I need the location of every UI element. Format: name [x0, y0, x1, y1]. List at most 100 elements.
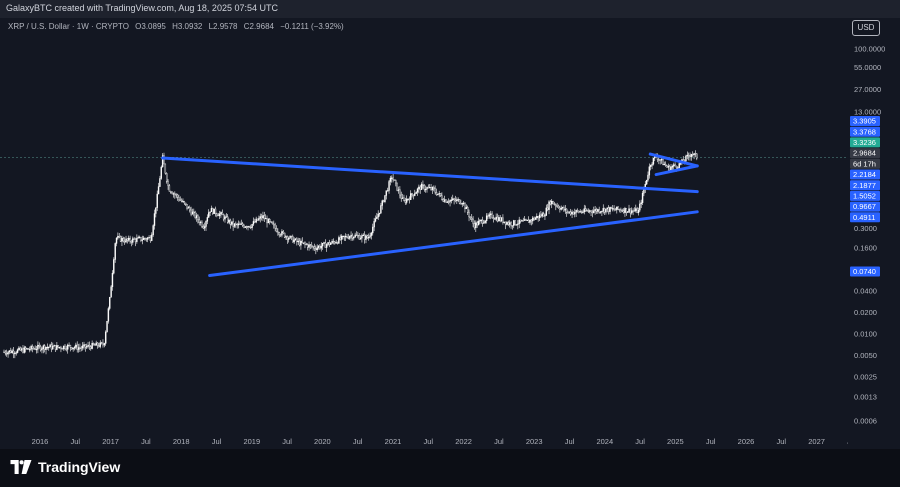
legend-symbol[interactable]: XRP / U.S. Dollar · 1W · CRYPTO [8, 22, 129, 31]
candle-body [495, 216, 497, 220]
candle-body [424, 188, 427, 191]
candle-body [548, 201, 550, 210]
candle-body [607, 207, 610, 212]
candle-body [296, 238, 298, 243]
candle-body [10, 350, 12, 354]
candle-body [163, 155, 165, 165]
candle-body [297, 240, 299, 243]
candle-body [350, 234, 352, 237]
candle-body [122, 237, 125, 242]
candle-body [487, 215, 489, 217]
price-tag [850, 126, 880, 137]
candle-body [320, 245, 322, 249]
candle-body [443, 199, 446, 202]
candle-body [555, 204, 557, 207]
price-axis-svg[interactable]: 100.0000 55.0000 27.0000 13.0000 0.3000 0.160… [848, 36, 900, 433]
candle-body [258, 218, 260, 221]
tradingview-logo[interactable]: TradingView [10, 459, 120, 475]
top-bar: GalaxyBTC created with TradingView.com, … [0, 0, 900, 18]
candle-body [565, 208, 568, 213]
candle-body [129, 237, 131, 242]
candle-body [103, 343, 106, 346]
candle-body [601, 210, 603, 213]
chart-plot-area[interactable] [0, 36, 848, 433]
candle-body [469, 216, 472, 219]
candle-body [202, 226, 204, 229]
candle-body [420, 184, 423, 190]
candle-body [324, 242, 327, 248]
candle-body [56, 345, 58, 350]
candle-body [277, 231, 279, 233]
candle-body [541, 213, 543, 217]
candle-body [170, 191, 172, 193]
candle-body [532, 217, 534, 222]
candle-body [621, 210, 623, 212]
candle-body [430, 187, 432, 190]
candle-body [98, 345, 100, 347]
candle-body [184, 202, 187, 205]
candle-body [396, 182, 398, 191]
candle-body [556, 205, 558, 207]
candle-body [690, 154, 693, 157]
time-axis[interactable]: 2016 Jul 2017 Jul 2018 Jul 2019 Jul 2020 Jul 2021 J… [0, 433, 857, 449]
candle-body [472, 218, 474, 224]
candle-body [110, 286, 112, 298]
candle-body [187, 207, 190, 209]
candle-body [466, 206, 469, 213]
candle-body [542, 213, 545, 217]
price-chart-svg[interactable] [0, 36, 848, 433]
candle-body [559, 207, 561, 210]
candle-body [419, 186, 421, 190]
candle-body [37, 344, 39, 350]
candle-body [76, 344, 78, 350]
candle-body [88, 344, 91, 347]
price-tag-label: 1.5052 [853, 192, 876, 201]
candle-body [197, 215, 199, 221]
candle-body [186, 204, 188, 209]
candle-body [349, 236, 351, 239]
candle-body [3, 351, 5, 353]
candle-body [147, 237, 149, 240]
currency-button[interactable]: USD [852, 20, 880, 36]
price-axis[interactable]: 100.0000 55.0000 27.0000 13.0000 0.3000 0.160… [848, 36, 900, 433]
candle-body [395, 180, 397, 184]
time-tick-label: 2022 [455, 437, 472, 446]
candle-body [7, 351, 9, 355]
price-tag-label: 2.9684 [853, 149, 876, 158]
candle-body [507, 222, 510, 225]
candle-body [673, 164, 675, 167]
candle-body [689, 155, 691, 158]
candle-body [315, 248, 317, 251]
time-axis-svg[interactable]: 2016 Jul 2017 Jul 2018 Jul 2019 Jul 2020 Jul 2021 J… [0, 433, 857, 449]
candle-body [416, 188, 419, 193]
candle-body [178, 197, 180, 201]
price-tick-label: 0.0200 [854, 308, 877, 317]
candle-body [572, 211, 575, 215]
price-tag-label: 0.4911 [853, 213, 875, 222]
candle-body [628, 208, 630, 212]
candle-body [567, 212, 569, 214]
candle-body [355, 234, 358, 236]
candle-body [447, 201, 450, 203]
candle-body [503, 221, 505, 223]
candle-body [431, 186, 434, 190]
candle-body [29, 349, 31, 351]
candle-body [208, 212, 210, 218]
candle-body [81, 345, 84, 349]
candle-body [68, 344, 70, 347]
candle-body [650, 165, 652, 167]
candle-body [668, 165, 671, 171]
candle-body [48, 346, 50, 349]
candle-body [377, 213, 379, 218]
candle-body [237, 223, 240, 226]
price-tag [850, 266, 880, 277]
candle-body [43, 345, 46, 350]
candle-body [294, 238, 297, 241]
candle-body [273, 223, 275, 226]
candle-body [12, 350, 15, 354]
candle-body [270, 221, 272, 223]
candle-body [19, 347, 21, 351]
candle-body [557, 205, 560, 209]
candle-body [213, 208, 215, 214]
candle-body [594, 209, 596, 211]
